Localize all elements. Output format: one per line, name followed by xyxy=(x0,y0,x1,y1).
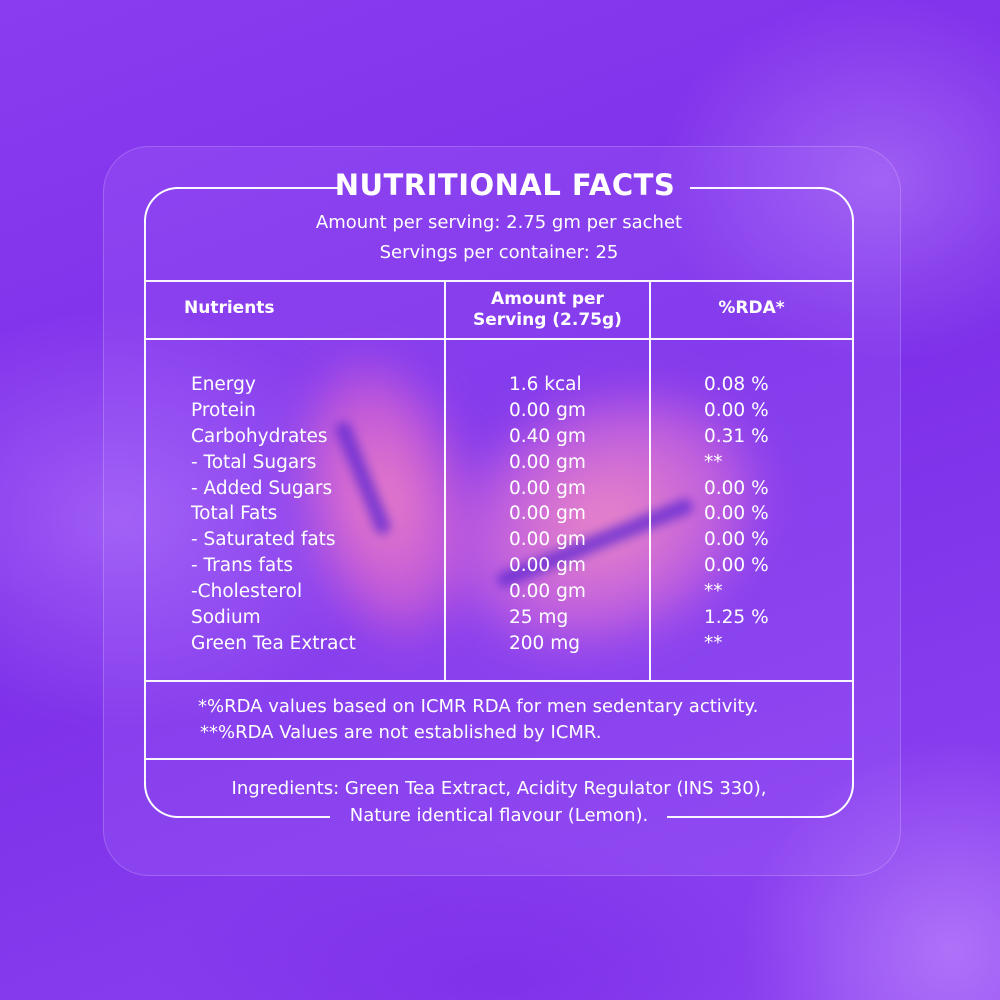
table-row-nutrient: - Total Sugars xyxy=(191,451,317,473)
table-row-rda: 0.00 % xyxy=(704,477,769,499)
table-row-amount: 0.00 gm xyxy=(509,477,586,499)
header-rda: %RDA* xyxy=(718,298,785,318)
panel-title: NUTRITIONAL FACTS xyxy=(334,168,676,202)
table-row-rda: 0.00 % xyxy=(704,503,769,525)
rda-not-established-note: **%RDA Values are not established by ICM… xyxy=(200,722,602,743)
ingredients-line1: Ingredients: Green Tea Extract, Acidity … xyxy=(231,778,767,799)
table-row-nutrient: - Added Sugars xyxy=(191,477,333,499)
table-row-rda: 0.08 % xyxy=(704,374,769,395)
table-row-amount: 200 mg xyxy=(509,632,580,654)
table-row-nutrient: Energy xyxy=(191,374,256,395)
header-amount-line1: Amount per xyxy=(491,289,604,309)
table-row-amount: 0.00 gm xyxy=(509,529,586,551)
table-row-rda: 0.00 % xyxy=(704,555,769,577)
rda-basis-note: *%RDA values based on ICMR RDA for men s… xyxy=(198,696,759,717)
table-row-amount: 0.00 gm xyxy=(509,503,586,525)
table-row-rda: ** xyxy=(704,581,723,603)
table-row-amount: 0.00 gm xyxy=(509,451,586,473)
table-row-nutrient: - Trans fats xyxy=(191,555,294,577)
table-row-nutrient: - Saturated fats xyxy=(191,529,336,551)
header-amount: Amount per Serving (2.75g) xyxy=(446,289,649,331)
table-row-amount: 1.6 kcal xyxy=(509,374,582,395)
table-row-nutrient: Sodium xyxy=(191,607,261,629)
amount-column: 1.6 kcal 0.00 gm 0.40 gm 0.00 gm 0.00 gm… xyxy=(509,372,586,657)
table-row-nutrient: -Cholesterol xyxy=(191,581,303,603)
table-row-rda: 0.31 % xyxy=(704,425,769,447)
table-row-amount: 0.00 gm xyxy=(509,399,586,421)
table-row-nutrient: Carbohydrates xyxy=(191,425,328,447)
table-row-rda: ** xyxy=(704,451,723,473)
table-row-nutrient: Green Tea Extract xyxy=(191,632,356,654)
table-row-rda: 0.00 % xyxy=(704,529,769,551)
table-row-amount: 0.40 gm xyxy=(509,425,586,447)
table-row-rda: ** xyxy=(704,632,723,654)
table-row-nutrient: Total Fats xyxy=(191,503,278,525)
ingredients-line2: Nature identical flavour (Lemon). xyxy=(349,805,649,826)
amount-per-serving: Amount per serving: 2.75 gm per sachet xyxy=(315,212,683,233)
nutrient-column: Energy Protein Carbohydrates - Total Sug… xyxy=(191,372,356,657)
table-row-amount: 0.00 gm xyxy=(509,555,586,577)
servings-per-container: Servings per container: 25 xyxy=(379,242,619,263)
header-amount-line2: Serving (2.75g) xyxy=(473,310,622,330)
table-row-amount: 25 mg xyxy=(509,607,569,629)
table-row-rda: 0.00 % xyxy=(704,399,769,421)
table-row-rda: 1.25 % xyxy=(704,607,769,629)
header-nutrients: Nutrients xyxy=(184,298,275,318)
table-row-nutrient: Protein xyxy=(191,399,256,421)
table-row-amount: 0.00 gm xyxy=(509,581,586,603)
rda-column: 0.08 % 0.00 % 0.31 % ** 0.00 % 0.00 % 0.… xyxy=(704,372,769,657)
